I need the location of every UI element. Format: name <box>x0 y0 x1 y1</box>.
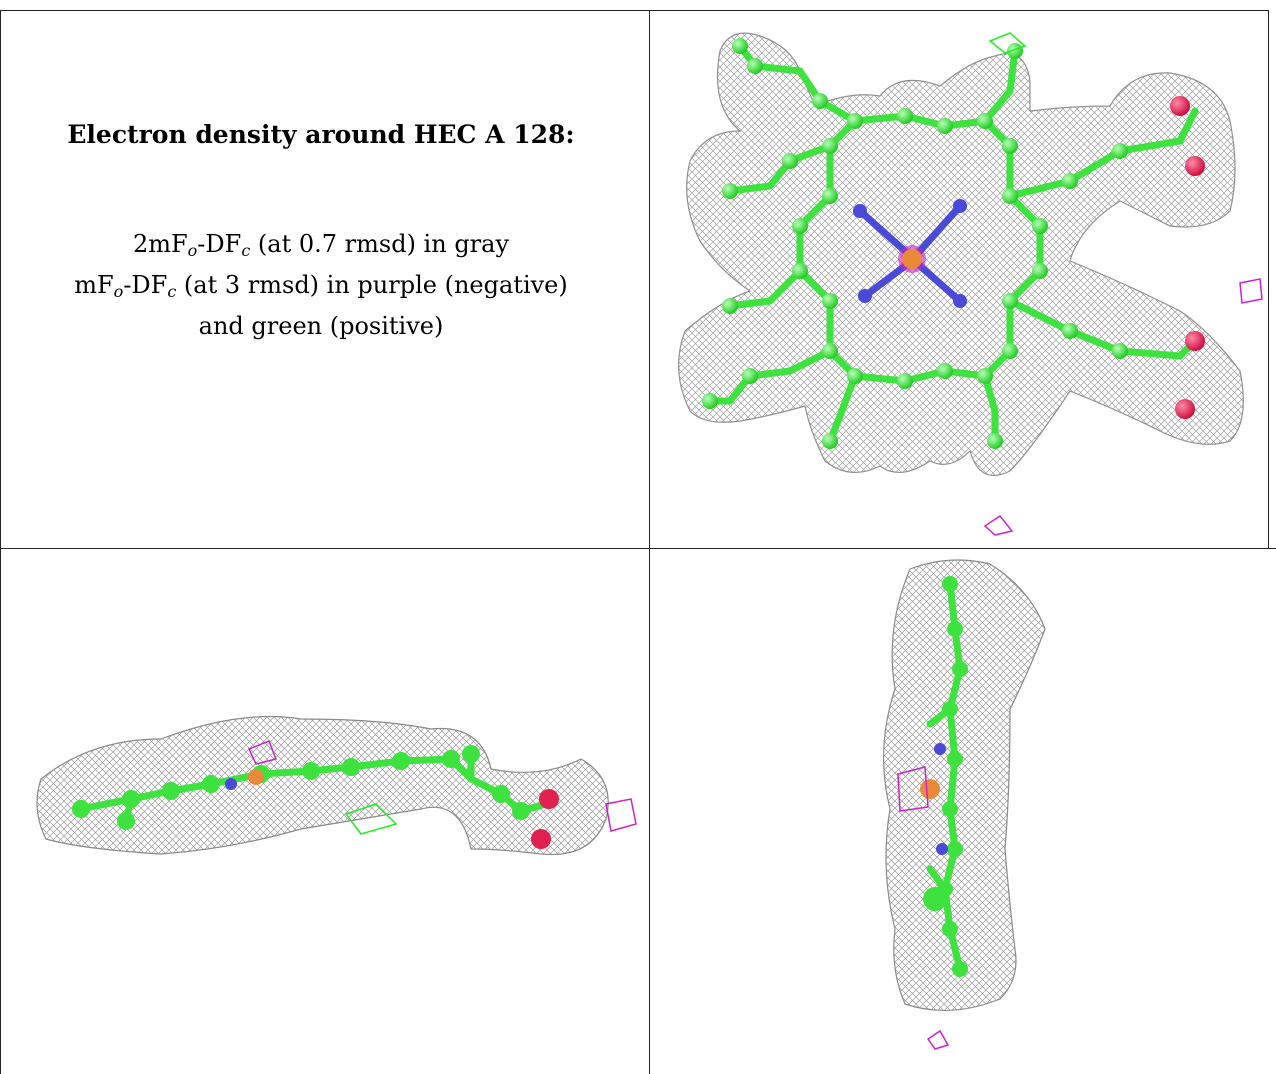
caption-subscript: o <box>113 282 124 301</box>
nitrogen-atoms <box>934 743 948 855</box>
right-rule <box>1268 10 1269 548</box>
gray-density-mesh <box>678 32 1244 476</box>
oxygen-atoms <box>531 789 559 849</box>
caption-line-mfo: mFo-DFc (at 3 rmsd) in purple (negative) <box>22 268 620 309</box>
caption-text: (at 3 rmsd) in purple (negative) <box>176 271 568 299</box>
nitrogen-atoms <box>853 199 967 308</box>
iron-center <box>920 779 940 799</box>
carbon-atoms <box>923 576 968 977</box>
carbon-atoms <box>702 38 1128 449</box>
heme-edge-view-horizontal <box>1 549 649 1074</box>
positive-density-blobs <box>988 32 1027 54</box>
center-rule <box>649 10 650 1074</box>
nitrogen-bonds <box>856 202 964 305</box>
left-rule <box>0 10 1 1074</box>
heme-face-view <box>650 11 1268 548</box>
negative-density-blobs <box>247 740 637 832</box>
caption-subscript: c <box>167 282 177 301</box>
nitrogen-atom <box>225 778 237 790</box>
heme-face-svg <box>678 32 1263 536</box>
caption-text: -DF <box>123 271 168 299</box>
caption-subscript: o <box>187 241 198 260</box>
heme-edge-horizontal-svg <box>36 715 637 856</box>
caption-line-green: and green (positive) <box>198 312 444 340</box>
heme-edge-vertical-svg <box>882 559 1046 1050</box>
gray-density-mesh <box>882 559 1046 1011</box>
negative-density-blobs <box>897 766 950 1050</box>
caption-text: mF <box>74 271 114 299</box>
oxygen-atoms <box>1170 96 1205 419</box>
caption-panel: Electron density around HEC A 128: 2mFo-… <box>22 120 620 343</box>
caption-title: Electron density around HEC A 128: <box>67 120 575 149</box>
caption-line-2mfo: 2mFo-DFc (at 0.7 rmsd) in gray <box>22 227 620 268</box>
caption-text: 2mF <box>132 230 188 258</box>
gray-density-mesh <box>36 715 609 856</box>
top-rule <box>0 10 1268 11</box>
negative-density-blobs <box>983 278 1263 536</box>
iron-center <box>898 245 926 273</box>
heme-edge-view-vertical <box>650 549 1268 1074</box>
caption-text: (at 0.7 rmsd) in gray <box>250 230 510 258</box>
positive-density-blobs <box>344 803 398 835</box>
iron-center <box>248 769 264 785</box>
middle-rule <box>0 548 1276 549</box>
caption-subscript: c <box>241 241 251 260</box>
caption-text: -DF <box>197 230 242 258</box>
